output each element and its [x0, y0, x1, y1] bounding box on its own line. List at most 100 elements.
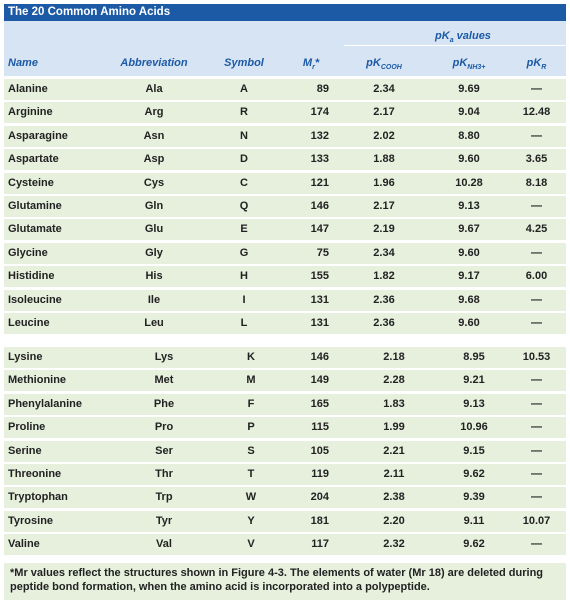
cell-abbreviation: Leu: [144, 317, 164, 329]
table-row: Arginine Arg R 174 2.17 9.04 12.48: [4, 102, 566, 124]
cell-name: Leucine: [8, 317, 50, 329]
cell-mr: 165: [310, 397, 329, 410]
cell-mr: 115: [311, 421, 329, 434]
cell-pk-nh3: 9.62: [463, 468, 485, 480]
cell-symbol: F: [247, 397, 255, 410]
cell-pk-cooh: 2.28: [383, 374, 405, 387]
cell-mr: 132: [310, 129, 329, 142]
cell-mr: 174: [310, 106, 329, 119]
cell-name: Phenylalanine: [8, 397, 82, 410]
cell-pk-cooh: 2.21: [383, 444, 405, 457]
cell-pk-nh3: 10.28: [455, 176, 483, 189]
cell-pk-r: 3.65: [525, 153, 548, 166]
cell-name: Valine: [8, 538, 40, 551]
cell-name: Histidine: [8, 270, 55, 283]
cell-symbol: H: [240, 270, 248, 283]
cell-mr: 75: [316, 246, 329, 259]
cell-mr: 117: [311, 538, 329, 551]
table-row: Histidine His H 155 1.82 9.17 6.00: [4, 266, 566, 288]
cell-name: Arginine: [8, 106, 53, 119]
cell-mr: 147: [310, 223, 329, 236]
cell-pk-r: 6.00: [525, 270, 548, 283]
cell-symbol: C: [240, 176, 248, 189]
cell-symbol: Q: [239, 200, 249, 212]
cell-pk-r: —: [531, 491, 542, 504]
cell-pk-nh3: 9.15: [463, 444, 485, 457]
cell-pk-cooh: 2.02: [373, 129, 395, 142]
cell-abbreviation: Cys: [143, 176, 165, 189]
cell-pk-nh3: 9.60: [458, 153, 480, 166]
table-row: Phenylalanine Phe F 165 1.83 9.13 —: [4, 393, 566, 415]
header-name: Name: [8, 57, 38, 69]
header-abbreviation: Abbreviation: [120, 57, 188, 69]
cell-pk-r: —: [531, 374, 542, 387]
cell-symbol: A: [240, 83, 248, 95]
cell-mr: 204: [310, 491, 329, 504]
cell-pk-cooh: 2.34: [373, 83, 395, 95]
cell-symbol: G: [239, 246, 249, 259]
cell-name: Cysteine: [8, 176, 54, 189]
cell-name: Tyrosine: [8, 514, 54, 527]
table-row: Leucine Leu L 131 2.36 9.60 —: [4, 313, 566, 334]
cell-mr: 121: [310, 176, 329, 189]
cell-name: Methionine: [8, 374, 67, 387]
cell-pk-cooh: 2.19: [373, 223, 395, 236]
cell-abbreviation: Gln: [144, 200, 164, 212]
cell-pk-nh3: 9.60: [458, 317, 480, 329]
cell-name: Tryptophan: [8, 491, 68, 504]
cell-symbol: D: [240, 153, 248, 166]
cell-name: Threonine: [8, 468, 62, 480]
cell-name: Lysine: [8, 351, 43, 363]
cell-symbol: R: [240, 106, 248, 119]
cell-pk-cooh: 2.17: [373, 200, 395, 212]
cell-pk-r: —: [531, 83, 542, 95]
cell-pk-r: —: [531, 421, 542, 434]
cell-pk-cooh: 2.36: [373, 293, 395, 306]
cell-name: Asparagine: [8, 129, 68, 142]
cell-name: Isoleucine: [8, 293, 62, 306]
cell-name: Glutamine: [8, 200, 62, 212]
table-row: Lysine Lys K 146 2.18 8.95 10.53: [4, 347, 566, 368]
table-row: Tryptophan Trp W 204 2.38 9.39 —: [4, 487, 566, 509]
cell-symbol: T: [247, 468, 255, 480]
cell-pk-cooh: 1.83: [383, 397, 405, 410]
cell-pk-r: —: [531, 397, 542, 410]
cell-name: Glutamate: [8, 223, 62, 236]
cell-pk-nh3: 9.21: [463, 374, 485, 387]
cell-abbreviation: Asn: [143, 129, 165, 142]
cell-pk-cooh: 2.11: [383, 468, 405, 480]
cell-pk-cooh: 2.38: [383, 491, 405, 504]
cell-pk-cooh: 2.32: [383, 538, 405, 551]
cell-abbreviation: Arg: [144, 106, 164, 119]
cell-symbol: S: [247, 444, 255, 457]
cell-pk-cooh: 1.88: [373, 153, 395, 166]
cell-pk-r: —: [531, 468, 542, 480]
table-row: Asparagine Asn N 132 2.02 8.80 —: [4, 125, 566, 147]
table-row: Aspartate Asp D 133 1.88 9.60 3.65: [4, 149, 566, 171]
table-row: Glycine Gly G 75 2.34 9.60 —: [4, 242, 566, 264]
cell-pk-cooh: 2.18: [383, 351, 405, 363]
cell-mr: 181: [310, 514, 329, 527]
cell-abbreviation: Asp: [143, 153, 165, 166]
cell-pk-nh3: 10.96: [460, 421, 488, 434]
cell-pk-cooh: 2.20: [383, 514, 405, 527]
cell-symbol: K: [247, 351, 255, 363]
cell-abbreviation: Lys: [154, 351, 174, 363]
cell-name: Aspartate: [8, 153, 59, 166]
cell-mr: 119: [311, 468, 329, 480]
table-row: Threonine Thr T 119 2.11 9.62 —: [4, 464, 566, 485]
cell-pk-nh3: 9.13: [463, 397, 485, 410]
table-row: Valine Val V 117 2.32 9.62 —: [4, 534, 566, 556]
header-symbol: Symbol: [224, 57, 264, 69]
cell-pk-r: —: [531, 317, 542, 329]
cell-pk-nh3: 9.17: [458, 270, 480, 283]
cell-pk-cooh: 2.17: [373, 106, 395, 119]
cell-pk-nh3: 9.04: [458, 106, 480, 119]
cell-pk-r: 10.07: [522, 514, 551, 527]
cell-abbreviation: Ile: [147, 293, 161, 306]
cell-symbol: V: [247, 538, 255, 551]
cell-symbol: L: [240, 317, 248, 329]
cell-name: Proline: [8, 421, 46, 434]
cell-abbreviation: Ala: [145, 83, 163, 95]
cell-pk-r: —: [531, 293, 542, 306]
